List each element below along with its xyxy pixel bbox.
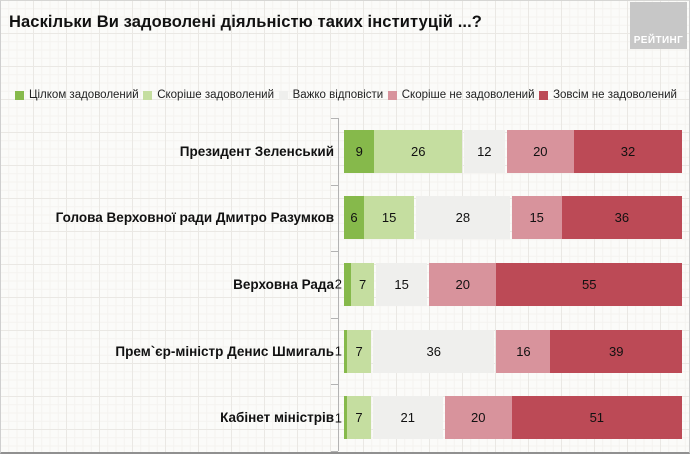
category-label: Кабінет міністрів xyxy=(220,410,334,426)
legend-swatch-icon xyxy=(539,90,549,100)
bar-segment: 15 xyxy=(511,196,562,240)
value-label: 36 xyxy=(426,343,441,359)
value-label: 7 xyxy=(355,410,363,426)
value-label: 9 xyxy=(355,143,363,159)
legend-swatch-icon xyxy=(15,90,24,100)
stacked-bar: 9 26 12 20 32 xyxy=(344,129,682,173)
axis-tick xyxy=(331,384,338,386)
bar-segment: 12 xyxy=(464,129,505,173)
value-label: 20 xyxy=(533,143,548,159)
bar-segment: 20 xyxy=(428,262,497,306)
bar-row-3: Прем`єр-міністр Денис Шмигаль 1 7 36 16 39 xyxy=(1,318,682,385)
legend-label: Скоріше не задоволений xyxy=(401,89,535,101)
value-label: 1 xyxy=(334,343,342,359)
bar-segment: 15 xyxy=(364,196,415,240)
bar-segment: 1 xyxy=(335,396,348,440)
bar-segment: 20 xyxy=(444,396,512,440)
bar-segment: 55 xyxy=(496,262,683,306)
value-label: 36 xyxy=(614,210,630,226)
value-label: 16 xyxy=(516,343,531,359)
y-axis-line xyxy=(331,118,339,452)
value-label: 2 xyxy=(334,276,342,292)
bar-segment: 7 xyxy=(347,329,371,373)
value-label: 26 xyxy=(410,143,426,159)
stacked-bar: 1 7 21 20 51 xyxy=(335,396,682,440)
axis-tick xyxy=(331,118,338,119)
axis-tick xyxy=(331,184,338,186)
bar-segment: 51 xyxy=(511,396,682,440)
legend-item-4: Зовсім не задоволений xyxy=(539,89,677,101)
bar-row-2: Верховна Рада 2 7 15 20 55 xyxy=(1,251,683,318)
value-label: 6 xyxy=(350,210,358,226)
bar-rows: Президент Зеленський 9 26 12 20 32 Голова Верх… xyxy=(1,118,683,451)
value-label: 51 xyxy=(589,410,605,426)
value-label: 21 xyxy=(400,410,415,426)
bar-segment: 39 xyxy=(550,329,682,373)
category-label: Верховна Рада xyxy=(233,276,334,292)
bar-segment: 28 xyxy=(416,196,510,240)
stacked-bar: 1 7 36 16 39 xyxy=(335,329,682,373)
value-label: 1 xyxy=(334,410,342,426)
value-label: 32 xyxy=(620,143,636,159)
axis-tick xyxy=(331,317,338,319)
legend-swatch-icon xyxy=(278,90,288,100)
bar-segment: 21 xyxy=(372,396,443,440)
value-label: 12 xyxy=(477,143,492,159)
category-label: Голова Верховної ради Дмитро Разумков xyxy=(55,210,334,226)
legend-label: Зовсім не задоволений xyxy=(553,89,677,101)
bar-segment: 7 xyxy=(347,396,371,440)
bar-row-0: Президент Зеленський 9 26 12 20 32 xyxy=(1,118,682,185)
bar-segment: 16 xyxy=(496,329,551,373)
value-label: 20 xyxy=(471,410,486,426)
value-label: 15 xyxy=(381,210,397,226)
legend-swatch-icon xyxy=(143,90,153,100)
value-label: 39 xyxy=(608,343,624,359)
bar-segment: 15 xyxy=(376,262,427,306)
stacked-bar: 6 15 28 15 36 xyxy=(344,196,682,240)
category-label: Президент Зеленський xyxy=(179,143,334,159)
bar-segment: 36 xyxy=(561,196,682,240)
legend-label: Цілком задоволений xyxy=(29,89,139,101)
value-label: 7 xyxy=(358,276,367,292)
bar-segment: 36 xyxy=(372,329,495,373)
legend-item-1: Скоріше задоволений xyxy=(143,89,274,101)
legend: Цілком задоволений Скоріше задоволений Важ… xyxy=(15,87,677,103)
value-label: 7 xyxy=(355,343,363,359)
value-label: 55 xyxy=(582,276,597,292)
legend-item-0: Цілком задоволений xyxy=(15,89,139,101)
legend-label: Скоріше задоволений xyxy=(157,89,275,101)
legend-label: Важко відповісти xyxy=(292,89,384,101)
bar-segment: 32 xyxy=(574,129,682,173)
bar-segment: 7 xyxy=(350,262,375,306)
category-label: Прем`єр-міністр Денис Шмигаль xyxy=(115,343,334,359)
rating-group-logo-text: РЕЙТИНГ xyxy=(633,35,684,46)
legend-item-3: Скоріше не задоволений xyxy=(387,89,535,101)
bar-segment: 26 xyxy=(374,129,463,173)
value-label: 15 xyxy=(394,276,409,292)
value-label: 15 xyxy=(529,210,544,226)
bar-segment: 1 xyxy=(335,329,348,373)
value-label: 28 xyxy=(455,210,471,226)
bar-row-1: Голова Верховної ради Дмитро Разумков 6 15… xyxy=(1,185,682,252)
bar-row-4: Кабінет міністрів 1 7 21 20 51 xyxy=(1,384,682,451)
legend-item-2: Важко відповісти xyxy=(278,89,384,101)
axis-tick xyxy=(331,251,338,253)
bar-segment: 9 xyxy=(344,129,375,173)
chart-title: Наскільки Ви задоволені діяльністю таких… xyxy=(9,13,482,31)
value-label: 20 xyxy=(455,276,470,292)
stacked-bar: 2 7 15 20 55 xyxy=(335,262,683,306)
axis-tick xyxy=(331,451,338,452)
rating-group-logo: РЕЙТИНГ xyxy=(630,2,687,49)
legend-swatch-icon xyxy=(387,90,397,100)
bar-segment: 20 xyxy=(506,129,575,173)
bar-segment: 2 xyxy=(335,262,351,306)
bar-segment: 6 xyxy=(344,196,365,240)
